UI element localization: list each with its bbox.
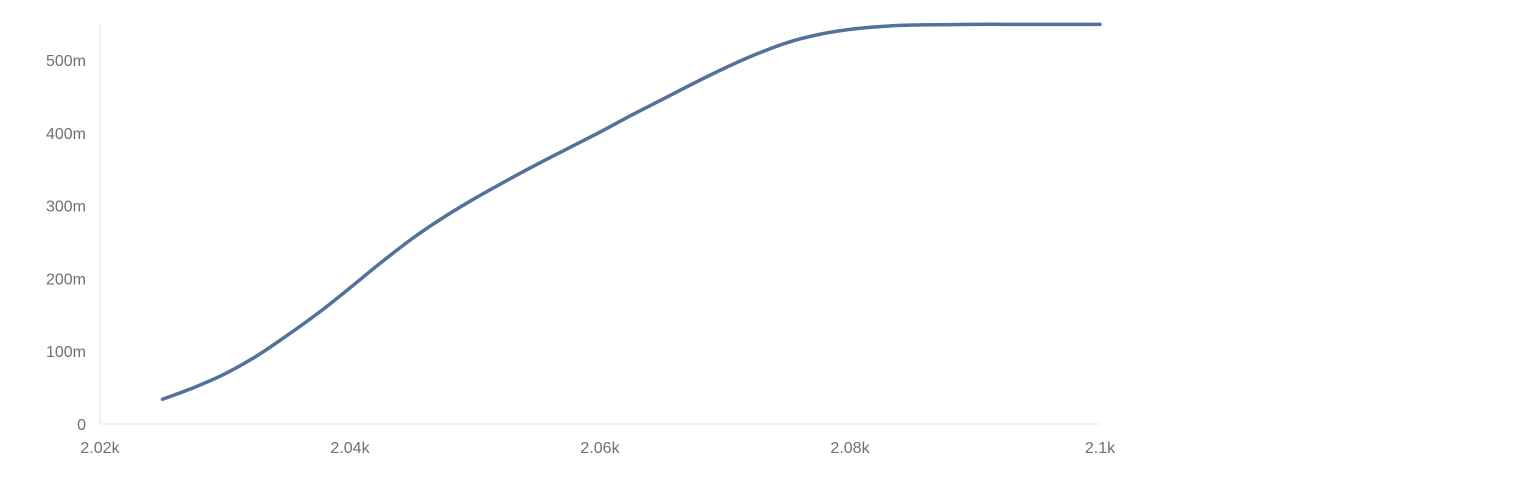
x-tick-label: 2.1k	[1085, 440, 1116, 457]
series-line	[160, 22, 1102, 401]
x-tick-label: 2.04k	[330, 440, 370, 457]
series-group	[160, 22, 1102, 401]
y-tick-label: 300m	[46, 199, 86, 216]
y-tick-label: 400m	[46, 126, 86, 143]
y-tick-label: 500m	[46, 53, 86, 70]
x-tick-label: 2.06k	[580, 440, 620, 457]
x-axis-ticks: 2.02k 2.04k 2.06k 2.08k 2.1k	[80, 440, 1116, 457]
axes	[99, 24, 1100, 425]
y-tick-label: 100m	[46, 344, 86, 361]
x-tick-label: 2.02k	[80, 440, 120, 457]
x-tick-label: 2.08k	[830, 440, 870, 457]
y-tick-label: 0	[77, 417, 86, 434]
y-tick-label: 200m	[46, 271, 86, 288]
y-axis-ticks: 0 100m 200m 300m 400m 500m	[46, 53, 86, 434]
